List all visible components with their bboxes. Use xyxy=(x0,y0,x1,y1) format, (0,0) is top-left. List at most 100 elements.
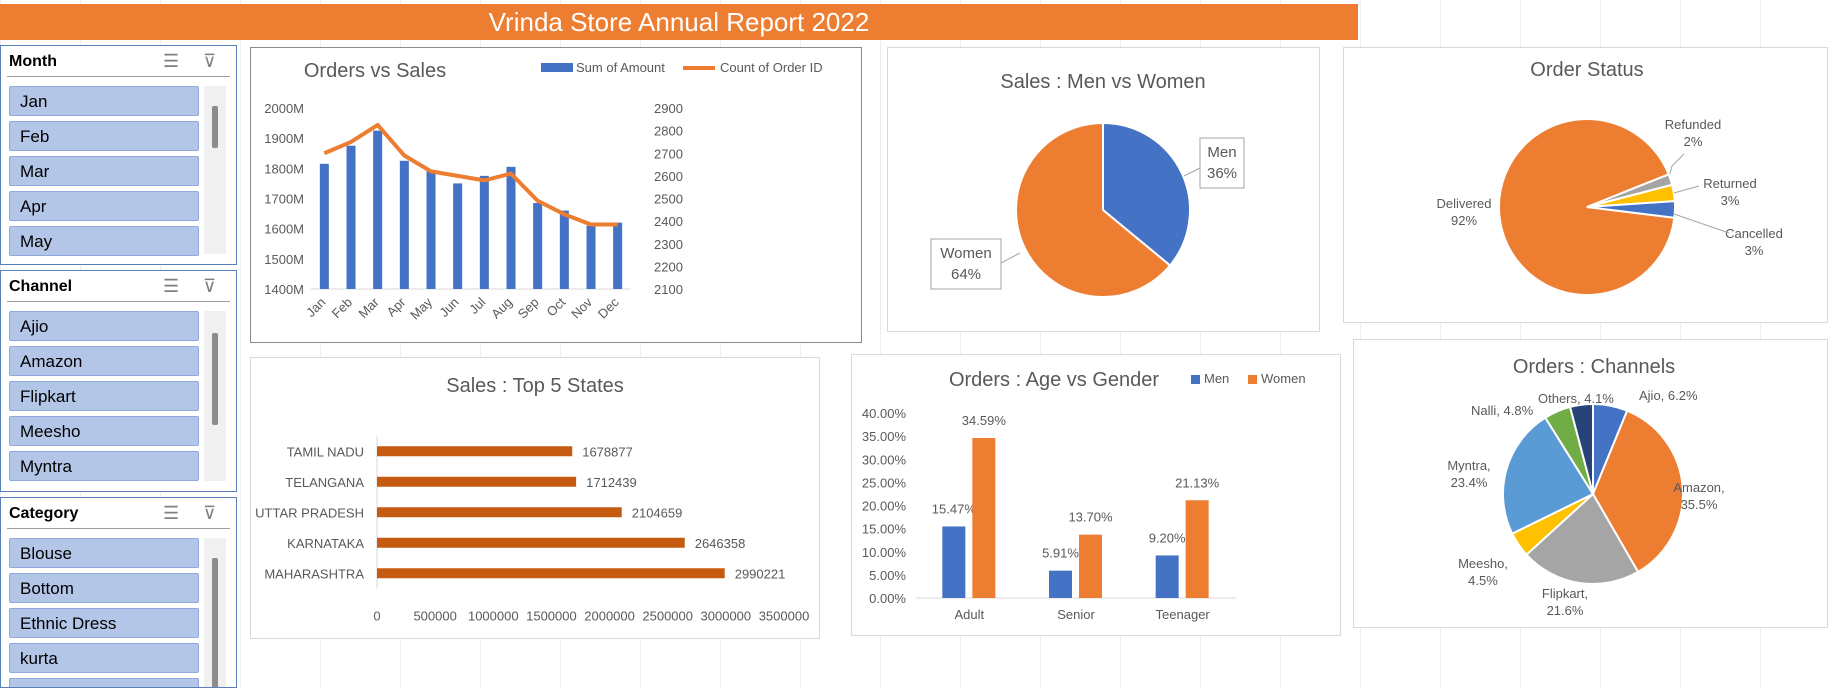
x-tick-label: 0 xyxy=(373,609,380,624)
y-tick-label: 5.00% xyxy=(869,568,906,583)
slicer-item-may[interactable]: May xyxy=(9,226,199,256)
y-tick-label: 40.00% xyxy=(862,406,907,421)
bar-adult-men xyxy=(942,526,966,598)
data-label-delivered: Delivered xyxy=(1437,196,1492,211)
chart-age-vs-gender: Orders : Age vs Gender Men Women 0.00% 5.00%… xyxy=(862,369,1306,622)
legend-swatch-women xyxy=(1248,375,1257,384)
slicer-item-blouse[interactable]: Blouse xyxy=(9,538,199,568)
slicer-item-jan[interactable]: Jan xyxy=(9,86,199,116)
y-right-tick-label: 2400 xyxy=(654,214,683,229)
slicer-title: Category xyxy=(9,505,79,522)
multi-select-icon[interactable]: ☰ xyxy=(163,51,180,71)
slicer-item-myntra[interactable]: Myntra xyxy=(9,451,199,481)
slice-women xyxy=(1015,121,1172,298)
data-label-cancelled-pct: 3% xyxy=(1745,243,1764,258)
data-label-delivered-pct: 92% xyxy=(1451,213,1477,228)
legend-label-orders: Count of Order ID xyxy=(720,60,823,75)
data-label-cancelled: Cancelled xyxy=(1725,226,1783,241)
slicer-header: Channel ☰ ⊽ xyxy=(7,271,230,302)
panel-orders-vs-sales: Orders vs Sales Sum of Amount Count of Ord… xyxy=(250,47,862,343)
x-tick-label: Feb xyxy=(329,295,355,321)
y-right-tick-label: 2600 xyxy=(654,169,683,184)
scroll-thumb[interactable] xyxy=(212,106,218,148)
x-tick-label: Adult xyxy=(955,607,985,622)
bar-apr xyxy=(399,160,409,289)
bar-jun xyxy=(453,183,463,289)
slicer-scrollbar[interactable] xyxy=(204,86,226,254)
slicer-item-partial[interactable] xyxy=(9,678,199,687)
x-tick-label: Jul xyxy=(466,294,488,316)
x-tick-label: Senior xyxy=(1057,607,1095,622)
bar-maharashtra xyxy=(377,568,725,579)
panel-order-status: Order Status Delivered 92% Refunded 2% Return… xyxy=(1343,47,1828,323)
x-tick-label: May xyxy=(407,294,435,322)
multi-select-icon[interactable]: ☰ xyxy=(163,276,180,296)
data-label-flipkart: Flipkart, xyxy=(1542,586,1588,601)
slicer-item-flipkart[interactable]: Flipkart xyxy=(9,381,199,411)
slicer-item-amazon[interactable]: Amazon xyxy=(9,346,199,376)
y-left-tick-label: 1600M xyxy=(264,222,304,237)
slicer-item-meesho[interactable]: Meesho xyxy=(9,416,199,446)
bar-tamil-nadu xyxy=(377,446,573,457)
y-tick-label: 15.00% xyxy=(862,522,907,537)
slicer-item-ethnic-dress[interactable]: Ethnic Dress xyxy=(9,608,199,638)
chart-orders-vs-sales: Orders vs Sales Sum of Amount Count of Ord… xyxy=(264,60,823,322)
y-tick-label: 25.00% xyxy=(862,475,907,490)
data-label-others: Others, 4.1% xyxy=(1538,391,1614,406)
bar-nov xyxy=(586,225,596,289)
clear-filter-icon[interactable]: ⊽ xyxy=(203,503,217,523)
clear-filter-icon[interactable]: ⊽ xyxy=(203,276,217,296)
slicer-channel: Channel ☰ ⊽ Ajio Amazon Flipkart Meesho … xyxy=(0,270,237,492)
y-right-tick-label: 2800 xyxy=(654,124,683,139)
y-tick-label: TELANGANA xyxy=(285,475,364,490)
data-label: 1712439 xyxy=(586,475,637,490)
legend-label-women: Women xyxy=(1261,371,1306,386)
y-left-tick-label: 1500M xyxy=(264,252,304,267)
x-tick-label: Teenager xyxy=(1156,607,1211,622)
bar-uttar-pradesh xyxy=(377,507,622,518)
y-tick-label: 35.00% xyxy=(862,429,907,444)
chart-title: Orders : Age vs Gender xyxy=(949,369,1159,391)
bar-teenager-men xyxy=(1155,555,1179,598)
y-right-tick-label: 2300 xyxy=(654,237,683,252)
legend-swatch-amount xyxy=(541,63,573,72)
data-label: 21.13% xyxy=(1175,475,1220,490)
y-tick-label: 30.00% xyxy=(862,452,907,467)
y-right-tick-label: 2500 xyxy=(654,192,683,207)
y-tick-label: TAMIL NADU xyxy=(287,444,364,459)
scroll-thumb[interactable] xyxy=(212,558,218,687)
x-tick-label: Dec xyxy=(595,294,622,321)
multi-select-icon[interactable]: ☰ xyxy=(163,503,180,523)
clear-filter-icon[interactable]: ⊽ xyxy=(203,51,217,71)
slicer-item-kurta[interactable]: kurta xyxy=(9,643,199,673)
data-label-men: Men xyxy=(1207,144,1236,161)
panel-age-vs-gender: Orders : Age vs Gender Men Women 0.00% 5.00%… xyxy=(851,354,1341,636)
slicer-header: Category ☰ ⊽ xyxy=(7,498,230,529)
x-tick-label: 500000 xyxy=(413,609,456,624)
slicer-scrollbar[interactable] xyxy=(204,538,226,687)
slice-myntra xyxy=(1502,416,1595,536)
slicer-item-mar[interactable]: Mar xyxy=(9,156,199,186)
report-banner: Vrinda Store Annual Report 2022 xyxy=(0,4,1358,40)
scroll-thumb[interactable] xyxy=(212,333,218,425)
bar-adult-women xyxy=(972,438,996,598)
y-left-tick-label: 1400M xyxy=(264,282,304,297)
x-tick-label: Sep xyxy=(515,295,542,322)
slicer-item-apr[interactable]: Apr xyxy=(9,191,199,221)
data-label: 9.20% xyxy=(1149,530,1186,545)
leader-refunded xyxy=(1669,153,1685,175)
slicer-item-ajio[interactable]: Ajio xyxy=(9,311,199,341)
y-tick-label: UTTAR PRADESH xyxy=(255,505,364,520)
data-label-refunded-pct: 2% xyxy=(1684,134,1703,149)
chart-orders-channels: Orders : Channels Ajio, 6.2% Amazon, 35.5% F… xyxy=(1447,356,1724,618)
data-label-ajio: Ajio, 6.2% xyxy=(1639,388,1698,403)
data-label: 15.47% xyxy=(932,501,977,516)
slicer-scrollbar[interactable] xyxy=(204,311,226,481)
data-label-women-pct: 64% xyxy=(951,266,981,283)
slicer-item-feb[interactable]: Feb xyxy=(9,121,199,151)
slicer-title: Month xyxy=(9,53,57,70)
bar-sep xyxy=(533,203,543,289)
bar-jul xyxy=(479,175,489,289)
slicer-item-bottom[interactable]: Bottom xyxy=(9,573,199,603)
data-label-meesho: Meesho, xyxy=(1458,556,1508,571)
